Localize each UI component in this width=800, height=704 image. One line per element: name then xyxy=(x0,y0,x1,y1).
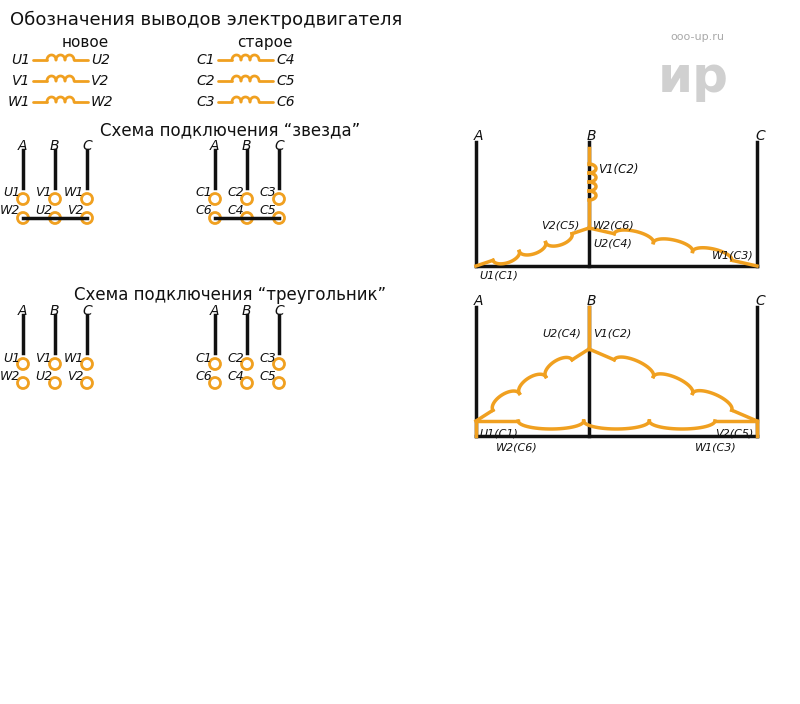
Text: W2(C6): W2(C6) xyxy=(593,221,634,231)
Text: U1(C1): U1(C1) xyxy=(479,428,518,438)
Text: C: C xyxy=(82,139,92,153)
Text: A: A xyxy=(474,294,483,308)
Text: C3: C3 xyxy=(196,95,215,109)
Text: W1(C3): W1(C3) xyxy=(695,443,737,453)
Text: C: C xyxy=(274,304,284,318)
Text: ooo-up.ru: ooo-up.ru xyxy=(670,32,724,42)
Text: C1: C1 xyxy=(196,53,215,67)
Text: A: A xyxy=(210,304,219,318)
Text: W2: W2 xyxy=(0,204,20,218)
Text: U2: U2 xyxy=(91,53,110,67)
Text: B: B xyxy=(50,304,59,318)
Text: C2: C2 xyxy=(196,74,215,88)
Text: C6: C6 xyxy=(195,204,212,218)
Text: C6: C6 xyxy=(276,95,294,109)
Text: Схема подключения “звезда”: Схема подключения “звезда” xyxy=(100,121,360,139)
Text: Схема подключения “треугольник”: Схема подключения “треугольник” xyxy=(74,286,386,304)
Text: A: A xyxy=(18,304,27,318)
Text: U2: U2 xyxy=(35,204,52,218)
Text: C1: C1 xyxy=(195,351,212,365)
Text: U2: U2 xyxy=(35,370,52,382)
Text: C6: C6 xyxy=(195,370,212,382)
Text: C: C xyxy=(755,294,765,308)
Text: V2(C5): V2(C5) xyxy=(716,428,754,438)
Text: U2(C4): U2(C4) xyxy=(593,238,632,248)
Text: C: C xyxy=(755,129,765,143)
Text: C3: C3 xyxy=(259,187,276,199)
Text: C2: C2 xyxy=(227,351,244,365)
Text: U1: U1 xyxy=(3,187,20,199)
Text: C3: C3 xyxy=(259,351,276,365)
Text: V2(C5): V2(C5) xyxy=(541,221,579,231)
Text: V2: V2 xyxy=(91,74,110,88)
Text: C2: C2 xyxy=(227,187,244,199)
Text: W2: W2 xyxy=(0,370,20,382)
Text: ир: ир xyxy=(658,54,729,102)
Text: W1(C3): W1(C3) xyxy=(712,251,754,261)
Text: U1: U1 xyxy=(11,53,30,67)
Text: новое: новое xyxy=(62,35,109,50)
Text: V1: V1 xyxy=(35,351,52,365)
Text: старое: старое xyxy=(238,35,293,50)
Text: U1(C1): U1(C1) xyxy=(479,271,518,281)
Text: C5: C5 xyxy=(259,370,276,382)
Text: W1: W1 xyxy=(64,351,84,365)
Text: C: C xyxy=(274,139,284,153)
Text: C1: C1 xyxy=(195,187,212,199)
Text: C4: C4 xyxy=(227,204,244,218)
Text: C5: C5 xyxy=(276,74,294,88)
Text: B: B xyxy=(242,139,251,153)
Text: B: B xyxy=(242,304,251,318)
Text: W2(C6): W2(C6) xyxy=(496,443,538,453)
Text: C4: C4 xyxy=(227,370,244,382)
Text: V1(C2): V1(C2) xyxy=(593,328,631,338)
Text: U1: U1 xyxy=(3,351,20,365)
Text: C: C xyxy=(82,304,92,318)
Text: B: B xyxy=(587,129,597,143)
Text: C5: C5 xyxy=(259,204,276,218)
Text: W1: W1 xyxy=(64,187,84,199)
Text: V2: V2 xyxy=(67,204,84,218)
Text: A: A xyxy=(474,129,483,143)
Text: A: A xyxy=(18,139,27,153)
Text: A: A xyxy=(210,139,219,153)
Text: C4: C4 xyxy=(276,53,294,67)
Text: V1: V1 xyxy=(12,74,30,88)
Text: W2: W2 xyxy=(91,95,114,109)
Text: Обозначения выводов электродвигателя: Обозначения выводов электродвигателя xyxy=(10,11,402,30)
Text: B: B xyxy=(587,294,597,308)
Text: B: B xyxy=(50,139,59,153)
Text: V1: V1 xyxy=(35,187,52,199)
Text: V1(C2): V1(C2) xyxy=(598,163,638,175)
Text: U2(C4): U2(C4) xyxy=(542,328,581,338)
Text: W1: W1 xyxy=(7,95,30,109)
Text: V2: V2 xyxy=(67,370,84,382)
